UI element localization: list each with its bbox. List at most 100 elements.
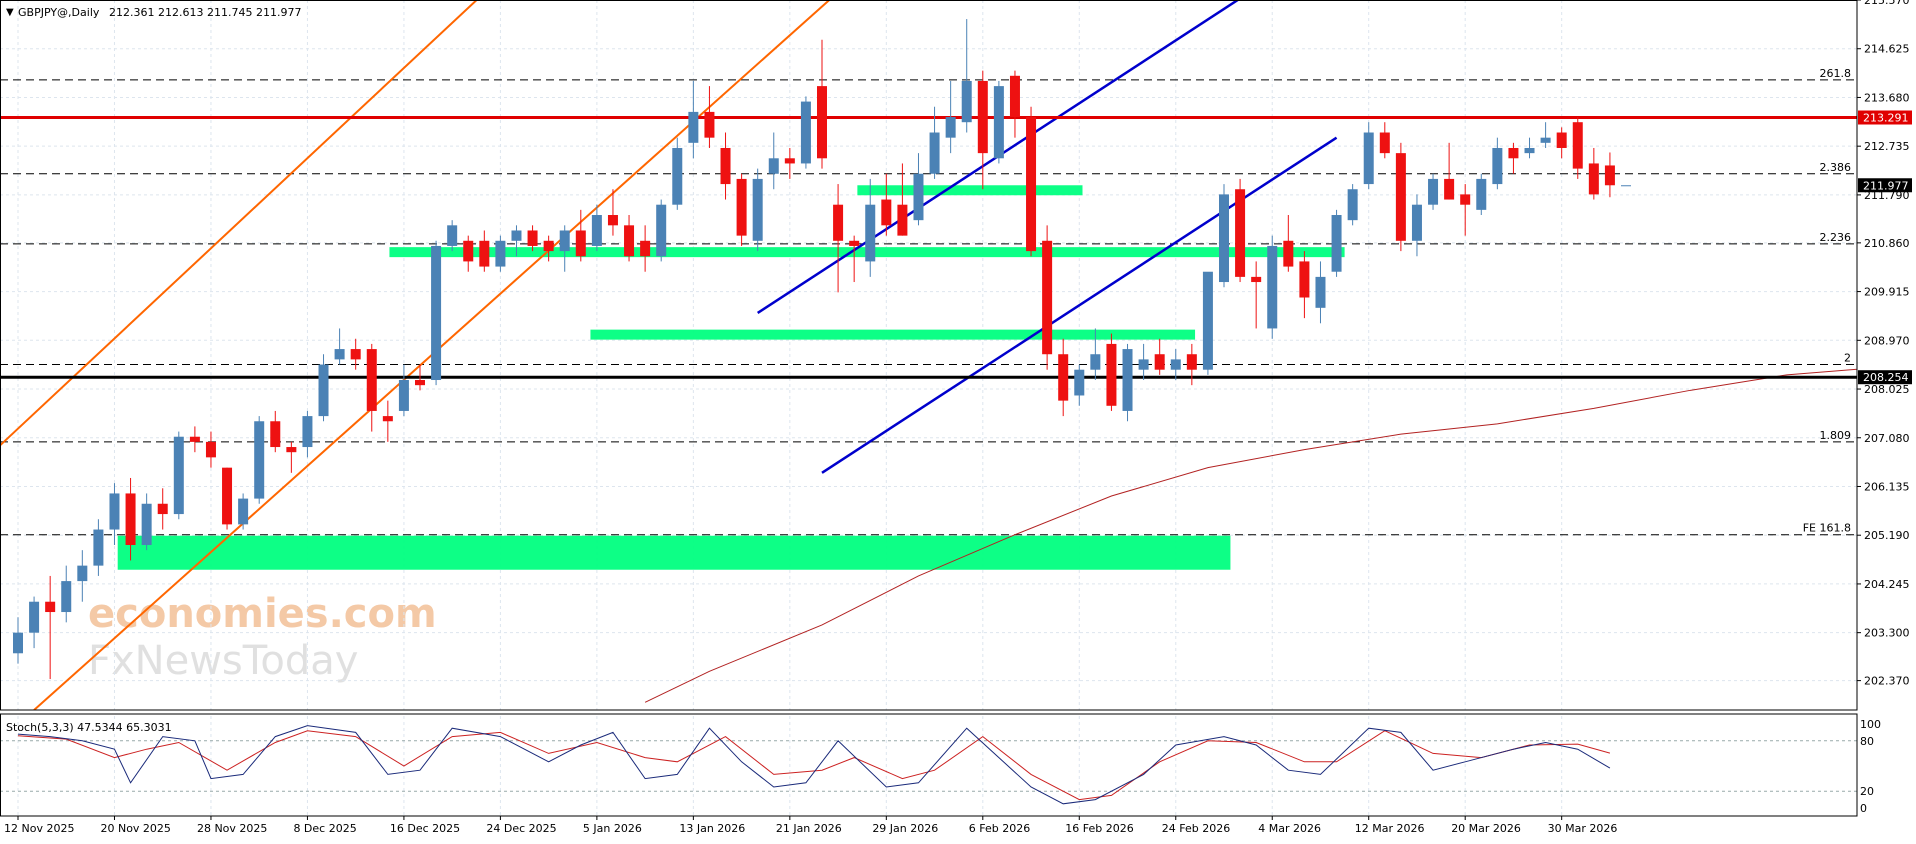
- price-tick-label: 210.860: [1864, 237, 1910, 250]
- candle-bear: [189, 436, 200, 442]
- key-level-label: 208.254: [1863, 371, 1909, 384]
- candle-bear: [736, 178, 747, 236]
- candle-bear: [157, 503, 168, 515]
- candle-bear: [575, 230, 586, 257]
- candle-bull: [1331, 215, 1342, 272]
- candle-bull: [961, 80, 972, 123]
- date-tick-label: 12 Mar 2026: [1355, 822, 1425, 835]
- candle-bear: [1235, 189, 1246, 277]
- candle-bull: [334, 349, 345, 360]
- last-price-label: 211.977: [1863, 179, 1909, 192]
- fib-level-label: 2.236: [1820, 231, 1852, 244]
- candle-bull: [768, 158, 779, 174]
- candle-bull: [29, 601, 40, 633]
- candle-bull: [1170, 359, 1181, 370]
- candle-bear: [1106, 343, 1117, 406]
- price-tick-label: 203.300: [1864, 627, 1910, 640]
- stochastic-main-line: [17, 725, 1611, 805]
- price-tick-label: 204.245: [1864, 578, 1910, 591]
- candle-bear: [1379, 132, 1390, 154]
- candle-bear: [1042, 240, 1053, 355]
- stochastic-label: Stoch(5,3,3) 47.5344 65.3031: [6, 721, 172, 734]
- candle-bull: [1492, 147, 1503, 185]
- stochastic-tick-label: 100: [1860, 718, 1881, 731]
- ohlc-readout: 212.361 212.613 211.745 211.977: [109, 6, 301, 19]
- candle-bull: [318, 364, 329, 417]
- candle-bull: [591, 215, 602, 246]
- date-tick-label: 13 Jan 2026: [679, 822, 745, 835]
- stochastic-tick-label: 80: [1860, 735, 1874, 748]
- candle-bear: [817, 86, 827, 159]
- candle-bull: [656, 204, 667, 257]
- candle-bear: [607, 215, 618, 226]
- price-tick-label: 208.970: [1864, 334, 1910, 347]
- candle-bull: [1411, 204, 1422, 241]
- candle-bear: [463, 240, 474, 262]
- candle-bear: [624, 225, 635, 257]
- candle-bear: [1058, 354, 1069, 401]
- candle-bull: [1428, 178, 1439, 205]
- price-tick-label: 206.135: [1864, 480, 1910, 493]
- candle-bull: [752, 178, 763, 241]
- candle-bull: [13, 632, 23, 654]
- candle-bear: [704, 111, 715, 138]
- candle-bear: [125, 493, 136, 546]
- trendline: [821, 136, 1338, 474]
- price-tick-label: 205.190: [1864, 529, 1910, 542]
- fib-level-label: FE 161.8: [1803, 522, 1851, 535]
- candle-bull: [993, 86, 1004, 159]
- price-tick-label: 209.915: [1864, 286, 1910, 299]
- date-tick-label: 16 Feb 2026: [1065, 822, 1133, 835]
- watermark-brand-secondary: FxNewsToday: [88, 638, 358, 684]
- candle-bear: [205, 441, 216, 458]
- date-tick-label: 4 Mar 2026: [1258, 822, 1321, 835]
- candle-bear: [1572, 122, 1583, 169]
- stochastic-plot-area: [0, 716, 1857, 816]
- candle-bull: [1315, 276, 1326, 308]
- stochastic-tick-label: 0: [1860, 802, 1867, 815]
- key-level-badge: [1858, 110, 1912, 125]
- date-tick-label: 5 Jan 2026: [583, 822, 642, 835]
- candle-bull: [511, 230, 522, 241]
- price-tick-label: 212.735: [1864, 140, 1910, 153]
- candle-bear: [286, 447, 297, 453]
- candle-bear: [1186, 354, 1197, 370]
- candle-bull: [238, 498, 249, 525]
- candle-bear: [45, 601, 56, 613]
- price-tick-label: 215.570: [1864, 0, 1910, 7]
- price-panel-frame: [0, 0, 1858, 711]
- support-zone: [590, 329, 1196, 340]
- candle-bear: [897, 204, 908, 236]
- date-tick-label: 20 Nov 2025: [100, 822, 170, 835]
- candle-bear: [720, 147, 731, 185]
- key-level-badge: [1858, 370, 1912, 385]
- candle-bear: [1154, 354, 1165, 370]
- fib-level-label: 2: [1844, 352, 1851, 365]
- candle-bear: [1556, 132, 1567, 148]
- symbol-title: GBPJPY@,Daily: [18, 6, 100, 19]
- candle-bear: [1009, 75, 1020, 118]
- candle-bull: [1347, 189, 1358, 221]
- candle-bull: [672, 147, 683, 205]
- candle-bull: [913, 173, 924, 221]
- candle-bear: [1395, 153, 1406, 241]
- date-tick-label: 29 Jan 2026: [872, 822, 938, 835]
- stochastic-panel-frame: [0, 713, 1858, 817]
- candle-bear: [784, 158, 795, 164]
- support-zone: [857, 185, 1083, 196]
- date-tick-label: 24 Feb 2026: [1162, 822, 1230, 835]
- candle-bull: [398, 380, 409, 411]
- candle-bull: [109, 493, 120, 530]
- trendline: [33, 0, 831, 710]
- candle-bull: [93, 529, 104, 566]
- candle-bull: [945, 117, 956, 138]
- candle-bull: [61, 581, 72, 613]
- candle-bear: [1588, 163, 1599, 195]
- dropdown-arrow-icon[interactable]: ▼: [6, 7, 14, 18]
- date-tick-label: 24 Dec 2025: [486, 822, 556, 835]
- date-tick-label: 28 Nov 2025: [197, 822, 267, 835]
- candle-bull: [1540, 137, 1551, 143]
